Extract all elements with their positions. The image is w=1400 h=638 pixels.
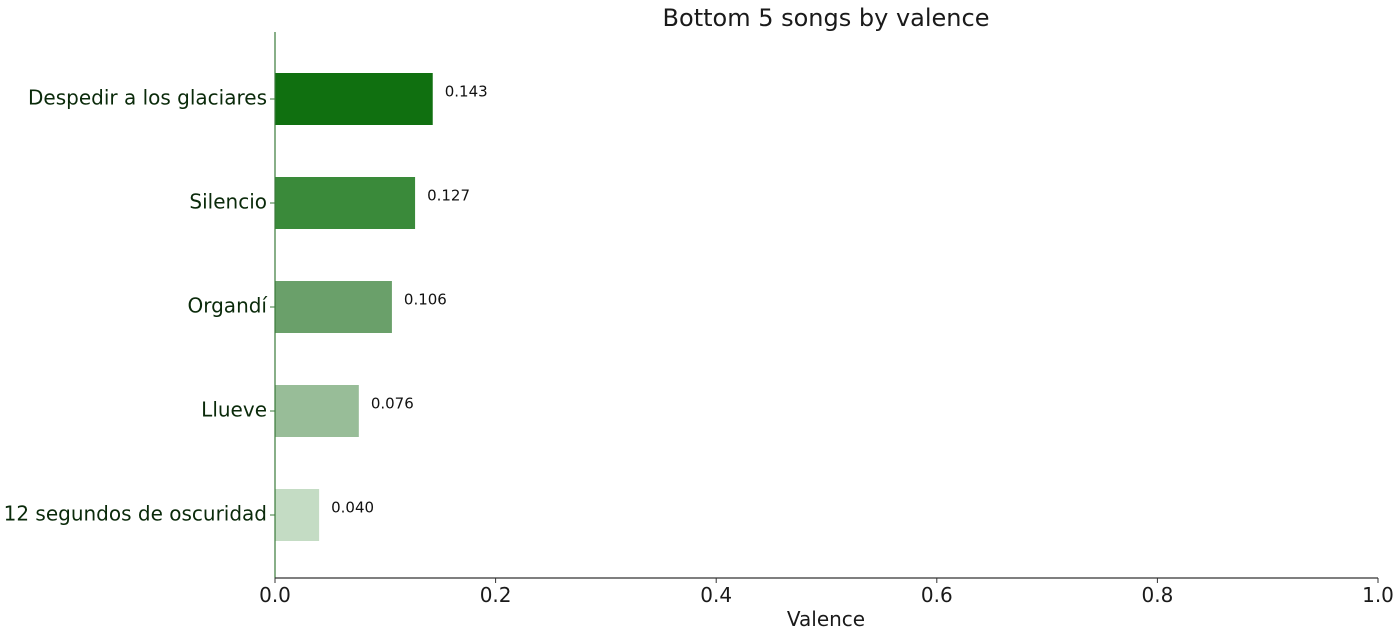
x-tick-label: 0.4 <box>700 583 732 607</box>
x-tick-label: 0.0 <box>259 583 291 607</box>
x-tick-label: 0.2 <box>480 583 512 607</box>
bar-value-label: 0.143 <box>445 83 488 101</box>
bar-value-label: 0.076 <box>371 395 414 413</box>
x-tick-label: 0.6 <box>921 583 953 607</box>
bar-value-label: 0.040 <box>331 499 374 517</box>
bar <box>275 177 416 229</box>
bar-value-label: 0.106 <box>404 291 447 309</box>
category-label: Llueve <box>201 398 267 422</box>
chart-title: Bottom 5 songs by valence <box>663 4 990 32</box>
x-tick-label: 0.8 <box>1141 583 1173 607</box>
bar <box>275 73 433 125</box>
bar-value-label: 0.127 <box>427 187 470 205</box>
category-label: Despedir a los glaciares <box>28 86 267 110</box>
bar <box>275 385 359 437</box>
category-label: Organdí <box>188 294 269 318</box>
x-axis-label: Valence <box>787 607 865 631</box>
axes-layer: Despedir a los glaciares Silencio Organdí L… <box>4 32 1394 607</box>
category-label: Silencio <box>189 190 267 214</box>
bars-layer: 0.143 0.127 0.106 0.076 0.040 <box>275 73 488 541</box>
category-label: 12 segundos de oscuridad <box>4 502 267 526</box>
x-tick-label: 1.0 <box>1362 583 1394 607</box>
bar <box>275 489 320 541</box>
bar <box>275 281 392 333</box>
